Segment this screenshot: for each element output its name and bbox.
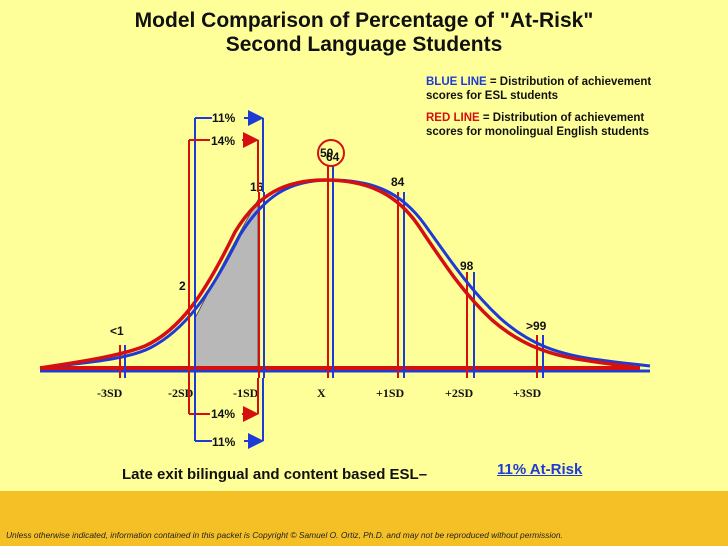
percentile-lt1: <1 xyxy=(110,324,124,338)
percentile-84: 84 xyxy=(391,175,405,189)
red-curve-monolingual xyxy=(39,178,641,370)
top-bracket-red: 14% xyxy=(188,132,259,370)
legend-blue-line: BLUE LINE = Distribution of achievement … xyxy=(426,75,716,103)
blue-curve-esl xyxy=(54,178,651,368)
top-bracket-blue: 11% xyxy=(194,110,264,370)
sd-label-plus-3: +3SD xyxy=(513,386,542,400)
slide-title-line-1: Model Comparison of Percentage of "At-Ri… xyxy=(134,9,594,32)
slide-title-line-2: Second Language Students xyxy=(225,33,503,56)
legend-blue-text-2: scores for ESL students xyxy=(426,90,559,102)
at-risk-shaded-area xyxy=(194,198,259,371)
bottom-bracket-blue: 11% xyxy=(194,378,264,449)
percentile-50: 50 xyxy=(320,146,334,160)
legend-red-text-1: = Distribution of achievement xyxy=(479,112,645,124)
sd-label-minus-1: -1SD xyxy=(233,386,259,400)
percentile-2: 2 xyxy=(179,279,186,293)
sd-label-minus-3: -3SD xyxy=(97,386,123,400)
sd-label-minus-2: -2SD xyxy=(168,386,194,400)
caption-main-text: Late exit bilingual and content based ES… xyxy=(122,466,427,483)
footer-band xyxy=(0,491,728,546)
bottom-bracket-red: 14% xyxy=(188,378,259,422)
sd-label-plus-2: +2SD xyxy=(445,386,474,400)
at-risk-link[interactable]: 11% At-Risk xyxy=(497,461,583,478)
bottom-bracket-blue-label: 11% xyxy=(212,435,236,449)
caption-program: Late exit bilingual and content based ES… xyxy=(122,466,419,483)
top-bracket-red-label: 14% xyxy=(211,134,235,148)
mean-highlight-circle xyxy=(317,139,345,167)
sd-label-mean: X xyxy=(317,386,326,400)
sd-label-plus-1: +1SD xyxy=(376,386,405,400)
legend-red-label: RED LINE xyxy=(426,112,480,124)
bottom-bracket-red-label: 14% xyxy=(211,407,235,421)
sd-axis-labels: -3SD -2SD -1SD X +1SD +2SD +3SD xyxy=(97,386,542,400)
percentile-gt99: >99 xyxy=(526,319,547,333)
caption-dash: – xyxy=(418,466,428,483)
legend-red-text-2: scores for monolingual English students xyxy=(426,126,649,138)
top-bracket-blue-label: 11% xyxy=(212,111,236,125)
copyright-footer: Unless otherwise indicated, information … xyxy=(6,530,563,540)
blue-sd-lines xyxy=(124,165,544,378)
percentile-64: 64 xyxy=(326,150,340,164)
red-sd-lines xyxy=(119,165,538,378)
percentile-16: 16 xyxy=(250,180,264,194)
legend-blue-label: BLUE LINE xyxy=(426,76,487,88)
legend-red-line: RED LINE = Distribution of achievement s… xyxy=(426,111,716,139)
legend-blue-text-1: = Distribution of achievement xyxy=(486,76,652,88)
percentile-98: 98 xyxy=(460,259,474,273)
